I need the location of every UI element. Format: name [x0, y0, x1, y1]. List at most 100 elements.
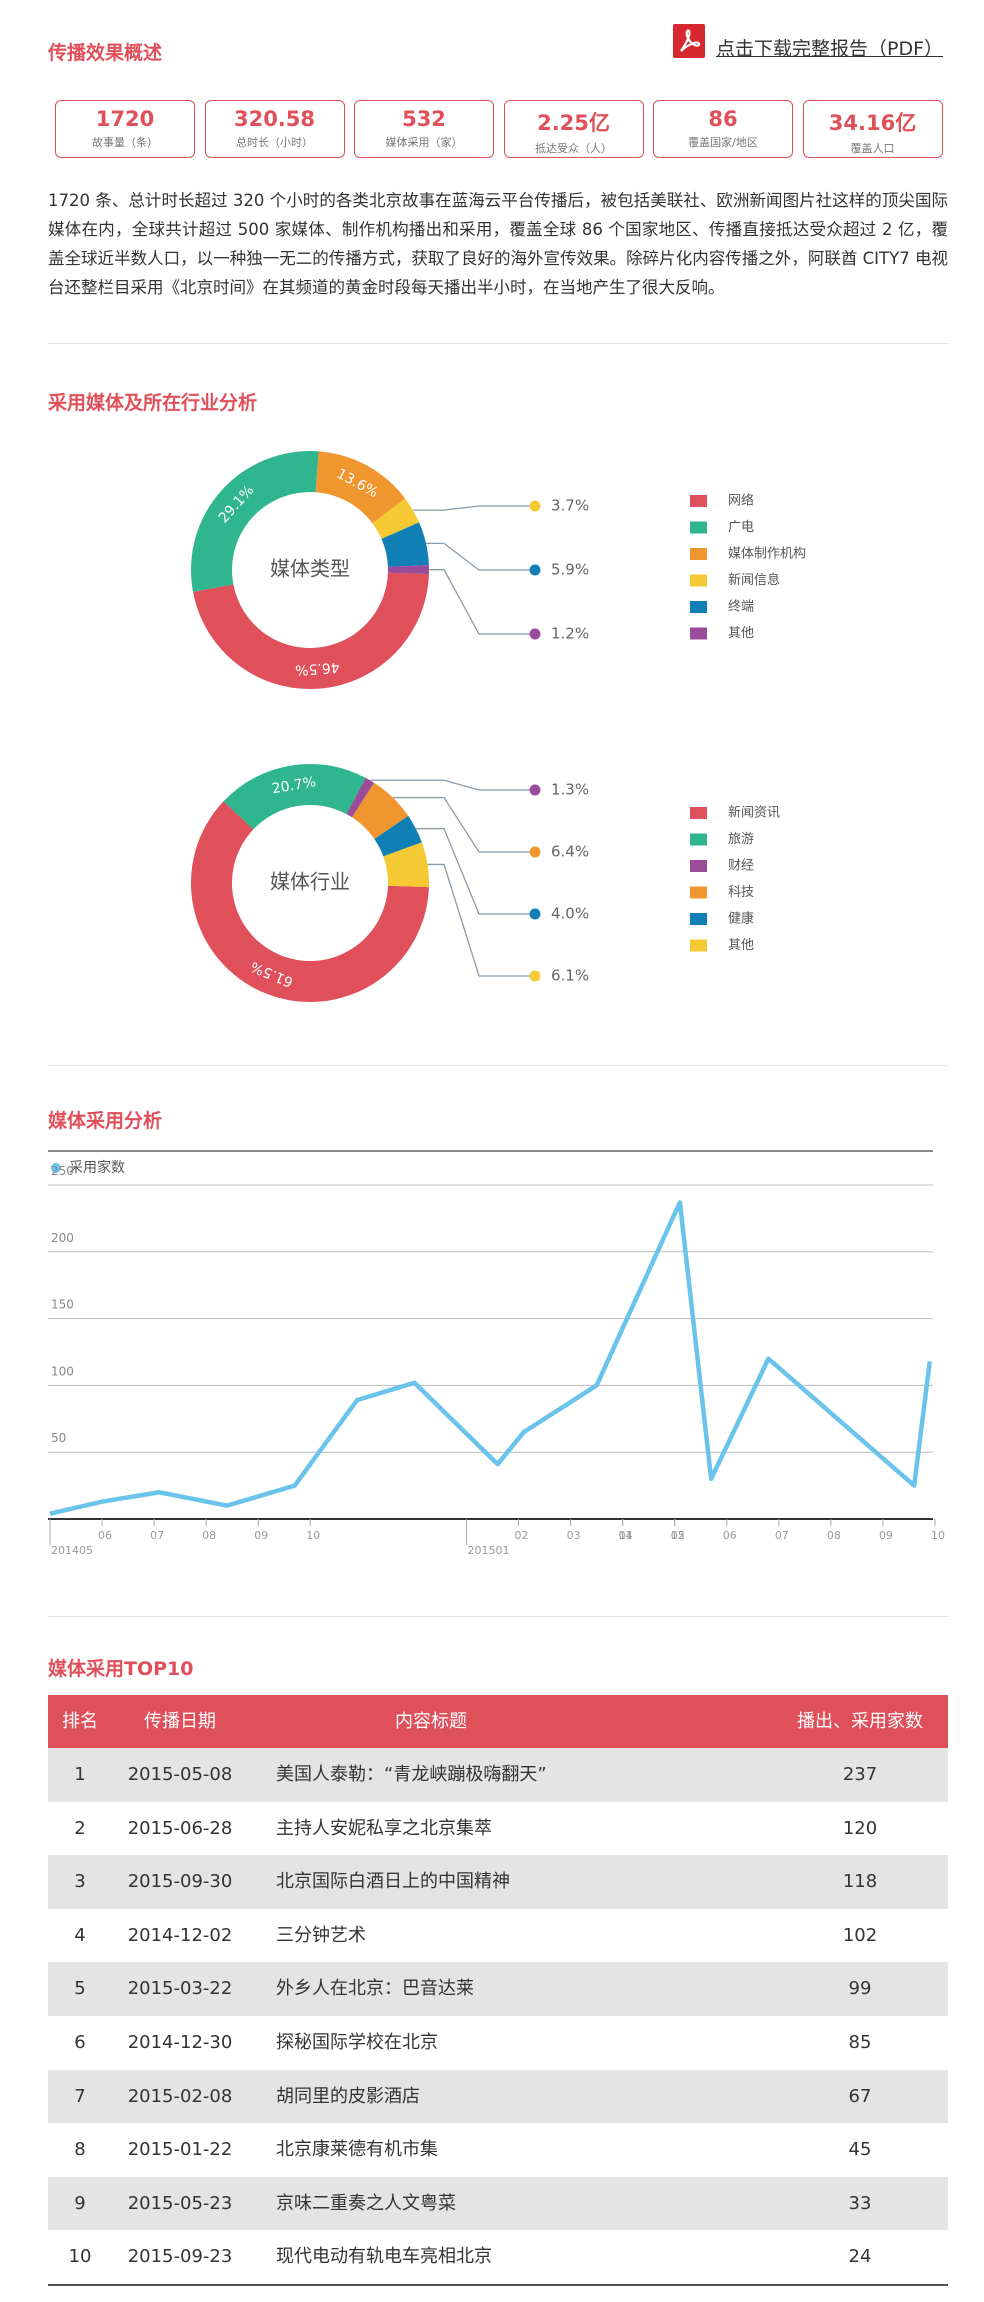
x-tick-label: 03 [567, 1529, 581, 1542]
table-cell: 237 [842, 1764, 878, 1785]
table-cell: 5 [74, 1978, 86, 2000]
charts: 46.5%网络29.1%广电13.6%媒体制作机构新闻信息终端其他媒体类型3.7… [48, 451, 945, 1557]
table-cell: 3 [74, 1871, 86, 1893]
table-cell: 120 [842, 1817, 878, 1839]
table-cell: 胡同里的皮影酒店 [276, 2085, 420, 2107]
callout-dot [529, 784, 541, 796]
legend-swatch [690, 495, 707, 507]
donut-slice [193, 572, 429, 690]
table-cell: 2015-01-22 [127, 2139, 233, 2161]
x-tick-label: 05 [671, 1529, 685, 1542]
callout-line [427, 863, 535, 977]
callout-line [412, 505, 535, 511]
pdf-link[interactable]: 点击下载完整报告（PDF） [716, 38, 944, 60]
table-cell: 主持人安妮私享之北京集萃 [276, 1817, 492, 1839]
callout-label: 4.0% [551, 905, 589, 923]
legend-swatch [690, 807, 707, 819]
callout-label: 6.1% [551, 967, 589, 985]
header-cell: 传播日期 [144, 1711, 216, 1732]
legend-label: 旅游 [728, 832, 754, 847]
section-heading: 媒体采用分析 [48, 1110, 163, 1132]
table-cell: 2015-09-30 [127, 1871, 233, 1893]
table-cell: 2015-05-23 [127, 2192, 233, 2214]
y-tick-label: 50 [51, 1431, 66, 1445]
table-cell: 118 [842, 1871, 878, 1893]
x-tick-label: 06 [723, 1529, 737, 1542]
table-row: 5 2015-03-22 外乡人在北京：巴音达莱 99 [48, 1962, 948, 2016]
stat-value: 86 [708, 107, 738, 131]
stat-box: 532 媒体采用（家） [354, 100, 494, 158]
table-cell: 45 [848, 2139, 872, 2161]
callout-dot [529, 500, 541, 512]
x-tick-label: 11 [619, 1529, 633, 1542]
table-header: 排名 传播日期 内容标题 播出、采用家数 [48, 1695, 948, 1748]
table-cell: 67 [848, 2085, 872, 2107]
table-row: 1 2015-05-08 美国人泰勒：“青龙峡蹦极嗨翻天” 237 [48, 1748, 948, 1802]
callout-line [415, 828, 535, 915]
table-cell: 99 [848, 1978, 872, 2000]
stat-value: 320.58 [233, 107, 316, 131]
header-cell: 排名 [62, 1711, 98, 1732]
y-tick-label: 200 [51, 1231, 74, 1245]
table-cell: 8 [74, 2139, 86, 2161]
callout-dot [529, 846, 541, 858]
callout-line [428, 569, 535, 635]
x-tick-label: 04 [619, 1529, 633, 1542]
callout-line [369, 779, 535, 791]
table-cell: 7 [74, 2085, 86, 2107]
legend-swatch [690, 627, 707, 640]
callout-label: 1.2% [551, 625, 589, 643]
x-tick-label: 09 [254, 1529, 268, 1542]
table-row: 9 2015-05-23 京味二重奏之人文粤菜 33 [48, 2176, 948, 2231]
legend-label: 其他 [728, 938, 754, 953]
donut-slice [352, 782, 409, 839]
table-cell: 美国人泰勒：“青龙峡蹦极嗨翻天” [276, 1764, 547, 1785]
callout-dot [529, 628, 541, 640]
stat-label: 故事量（条） [92, 136, 158, 149]
stat-label: 覆盖国家/地区 [688, 136, 758, 149]
x-tick-label: 10 [931, 1529, 945, 1542]
table-cell: 33 [848, 2192, 872, 2214]
table-cell: 北京康莱德有机市集 [276, 2139, 438, 2161]
section-heading: 媒体采用TOP10 [48, 1658, 194, 1680]
table-row: 7 2015-02-08 胡同里的皮影酒店 67 [48, 2069, 948, 2124]
pdf-icon[interactable] [673, 24, 705, 58]
x-tick-label: 02 [515, 1529, 529, 1542]
table-cell: 2014-12-30 [127, 2032, 233, 2053]
donut-slice [387, 565, 429, 575]
section-heading: 采用媒体及所在行业分析 [48, 392, 258, 414]
legend-label: 财经 [728, 859, 754, 874]
table-cell: 2015-06-28 [127, 1817, 233, 1839]
x-tick-label: 201405 [51, 1544, 93, 1557]
y-tick-label: 250 [51, 1164, 74, 1178]
table-cell: 2015-02-08 [127, 2085, 233, 2107]
stat-label: 抵达受众（人） [535, 142, 612, 155]
table-cell: 2015-03-22 [127, 1978, 233, 2000]
section-heading: 传播效果概述 [48, 42, 163, 64]
table-bottom-rule [48, 2284, 948, 2286]
table-row: 6 2014-12-30 探秘国际学校在北京 85 [48, 2016, 948, 2070]
line-series [49, 1200, 933, 1516]
legend-label: 采用家数 [69, 1159, 125, 1176]
legend-swatch [690, 860, 707, 872]
x-tick-label: 201501 [467, 1544, 509, 1557]
legend-label: 新闻资讯 [728, 805, 780, 821]
legend-swatch [690, 939, 707, 952]
stat-box: 320.58 总时长（小时） [204, 100, 345, 158]
table-cell: 4 [74, 1924, 86, 1946]
x-tick-label: 08 [202, 1529, 216, 1542]
stat-label: 媒体采用（家） [385, 136, 463, 149]
donut-slice [374, 815, 422, 857]
table-cell: 2015-09-23 [127, 2246, 233, 2268]
x-tick-label: 07 [150, 1529, 164, 1542]
slice-label: 46.5% [295, 659, 341, 678]
stat-box: 86 覆盖国家/地区 [653, 100, 793, 158]
stat-label: 总时长（小时） [236, 136, 313, 149]
header-cell: 内容标题 [395, 1711, 467, 1732]
donut-slice [191, 801, 429, 1003]
legend-label: 网络 [728, 493, 754, 509]
legend-label: 终端 [728, 599, 754, 615]
x-tick-label: 07 [775, 1529, 789, 1542]
intro-paragraph: 1720 条、总计时长超过 320 个小时的各类北京故事在蓝海云平台传播后，被包… [48, 191, 948, 297]
